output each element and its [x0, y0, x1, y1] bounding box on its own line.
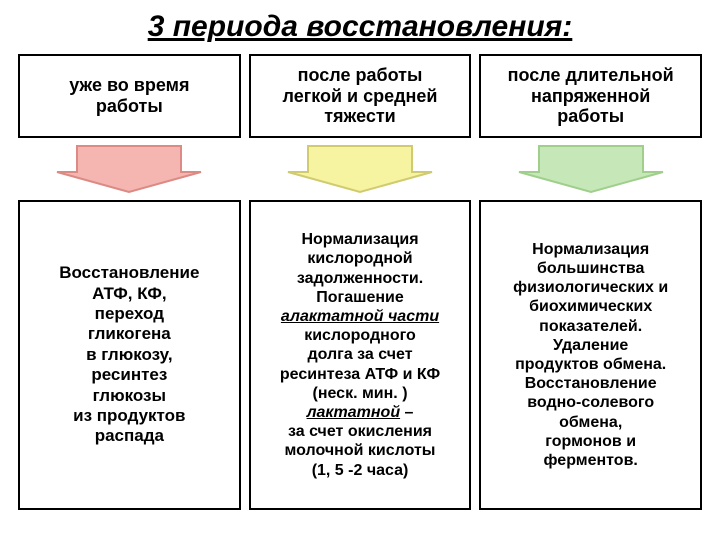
- page-title: 3 периода восстановления:: [18, 10, 702, 44]
- arrow-a-shape: [57, 146, 201, 192]
- column-after-light-work: после работы легкой и средней тяжести Но…: [249, 54, 472, 510]
- body-after-long-work: Нормализациябольшинствафизиологических и…: [479, 200, 702, 510]
- body-after-light-work-text: Нормализациякислороднойзадолженности.Пог…: [257, 230, 464, 479]
- arrow-b-svg: [280, 142, 440, 194]
- column-during-work: уже во время работы ВосстановлениеАТФ, К…: [18, 54, 241, 510]
- arrow-c-shape: [519, 146, 663, 192]
- arrow-a-svg: [49, 142, 209, 194]
- columns-row: уже во время работы ВосстановлениеАТФ, К…: [18, 54, 702, 510]
- body-during-work: ВосстановлениеАТФ, КФ,переходгликогенав …: [18, 200, 241, 510]
- body-after-long-work-text: Нормализациябольшинствафизиологических и…: [487, 240, 694, 470]
- arrow-c-svg: [511, 142, 671, 194]
- arrow-down-icon: [249, 142, 472, 194]
- body-during-work-text: ВосстановлениеАТФ, КФ,переходгликогенав …: [26, 263, 233, 447]
- header-after-light-work: после работы легкой и средней тяжести: [249, 54, 472, 138]
- arrow-down-icon: [479, 142, 702, 194]
- header-during-work: уже во время работы: [18, 54, 241, 138]
- arrow-down-icon: [18, 142, 241, 194]
- column-after-long-work: после длительной напряженной работы Норм…: [479, 54, 702, 510]
- arrow-b-shape: [288, 146, 432, 192]
- body-after-light-work: Нормализациякислороднойзадолженности.Пог…: [249, 200, 472, 510]
- header-after-long-work: после длительной напряженной работы: [479, 54, 702, 138]
